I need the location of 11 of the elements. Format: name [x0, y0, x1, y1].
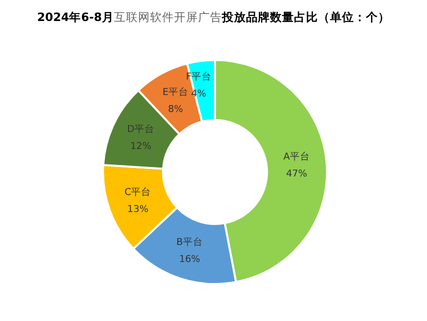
slice-label: C平台	[124, 186, 152, 198]
data-label: 12%	[130, 141, 152, 152]
slice-label: A平台	[283, 150, 310, 162]
slice-label: D平台	[127, 123, 154, 136]
slice-label: E平台	[162, 86, 189, 98]
data-label: 16%	[179, 254, 200, 265]
data-label: 13%	[127, 204, 148, 215]
data-label: 8%	[168, 104, 184, 116]
data-label: 47%	[286, 168, 308, 180]
slice-label: B平台	[176, 236, 203, 248]
chart-title: 2024年6-8月互联网软件开屏广告投放品牌数量占比（单位：个）	[37, 10, 390, 24]
